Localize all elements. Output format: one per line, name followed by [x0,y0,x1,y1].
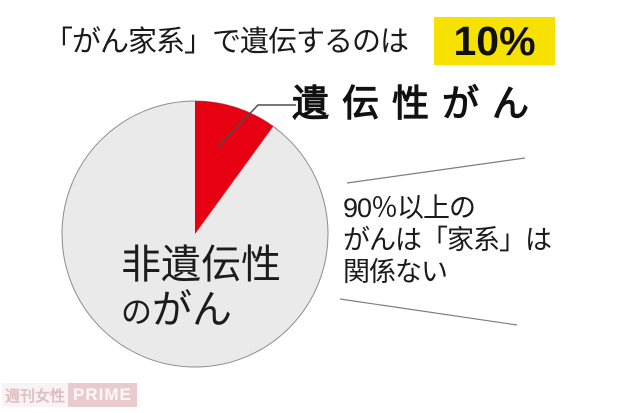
watermark-brand: 週刊女性 [2,383,69,407]
callout-leader-line [217,104,296,148]
pie-inner-label: 非遺伝性 のがん [121,243,281,335]
page-title: 「がん家系」で遺伝するのは [44,26,409,58]
watermark-logo: 週刊女性 PRIME [2,383,137,407]
callout-label: 遺伝性がん [292,83,542,124]
pie-slice-hereditary [195,100,274,234]
emphasis-line-bottom [339,298,518,326]
highlight-percentage-badge: 10% [434,17,555,65]
pie-inner-label-line2: のがん [121,288,281,335]
annotation-line-2: がんは「家系」は [343,225,552,255]
emphasis-line-top [346,157,526,184]
pie-inner-label-line2-small: の [121,295,152,330]
pie-inner-label-line2-rest: がん [152,288,232,332]
watermark-prime: PRIME [68,383,137,407]
annotation-line-3: 関係ない [343,257,448,287]
pie-inner-label-line1: 非遺伝性 [121,243,281,287]
annotation-text: 90％以上の がんは「家系」は 関係ない [343,192,552,288]
annotation-line-1: 90％以上の [343,193,476,223]
